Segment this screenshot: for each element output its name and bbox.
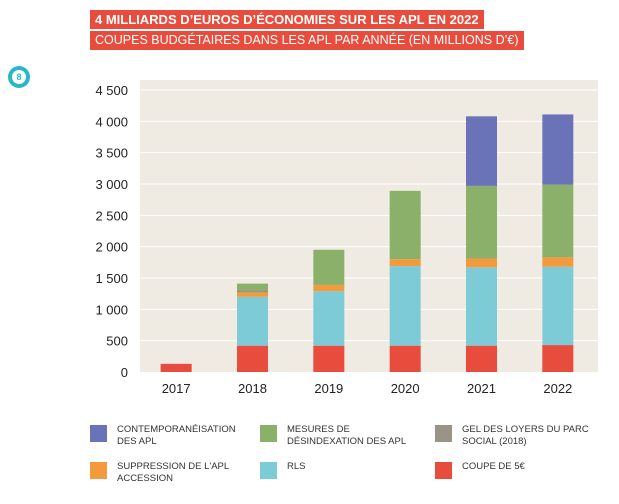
bar-segment: [389, 190, 421, 260]
legend-swatch: [90, 425, 107, 442]
figure-number: 8: [12, 70, 26, 84]
y-tick-label: 1 000: [95, 302, 128, 317]
y-tick-label: 2 000: [95, 240, 128, 255]
legend-swatch: [260, 425, 277, 442]
legend-item: SUPPRESSION DE L'APL ACCESSION: [90, 461, 257, 485]
bar-segment: [542, 114, 574, 185]
bar-segment: [466, 258, 497, 268]
bar-segment: [160, 363, 192, 372]
legend-label: COUPE DE 5€: [462, 461, 525, 472]
y-tick-label: 3 500: [95, 146, 128, 161]
bar-segment: [237, 290, 268, 293]
legend-item: GEL DES LOYERS DU PARC SOCIAL (2018): [435, 424, 602, 448]
x-tick-label: 2021: [467, 381, 496, 396]
legend-label: GEL DES LOYERS DU PARC SOCIAL (2018): [462, 424, 589, 447]
y-tick-label: 1 500: [95, 271, 128, 286]
legend-label: SUPPRESSION DE L'APL ACCESSION: [117, 461, 230, 484]
bar-segment: [542, 345, 574, 372]
legend-label: RLS: [287, 461, 306, 472]
bar-segment: [389, 266, 421, 346]
bar-segment: [466, 116, 497, 186]
bar-segment: [237, 296, 268, 346]
bar-segment: [313, 291, 345, 346]
chart-header: 4 MILLIARDS D’EUROS D’ÉCONOMIES SUR LES …: [90, 10, 524, 50]
bar-segment: [542, 184, 574, 258]
legend-item: CONTEMPORANÉISATION DES APL: [90, 424, 257, 448]
legend-item: MESURES DE DÉSINDEXATION DES APL: [260, 424, 427, 448]
y-tick-label: 4 500: [95, 83, 128, 98]
legend-swatch: [260, 462, 277, 479]
bar-segment: [389, 259, 421, 267]
bar-segment: [466, 185, 497, 259]
y-tick-label: 0: [121, 365, 128, 380]
x-tick-label: 2018: [238, 381, 267, 396]
legend-label: CONTEMPORANÉISATION DES APL: [117, 424, 236, 447]
legend-item: RLS: [260, 461, 427, 479]
bar-segment: [466, 345, 497, 372]
x-tick-label: 2017: [162, 381, 191, 396]
bar-segment: [313, 249, 345, 285]
x-tick-label: 2022: [543, 381, 572, 396]
y-tick-label: 500: [106, 334, 128, 349]
bar-segment: [313, 284, 345, 292]
legend-item: COUPE DE 5€: [435, 461, 602, 479]
bar-segment: [237, 345, 268, 372]
x-tick-label: 2019: [314, 381, 343, 396]
bar-segment: [542, 257, 574, 267]
x-tick-label: 2020: [391, 381, 420, 396]
bar-segment: [389, 345, 421, 372]
y-tick-label: 4 000: [95, 114, 128, 129]
y-tick-label: 3 000: [95, 177, 128, 192]
legend-swatch: [435, 462, 452, 479]
bar-segment: [237, 292, 268, 297]
chart-subtitle: COUPES BUDGÉTAIRES DANS LES APL PAR ANNÉ…: [90, 31, 524, 50]
legend-label: MESURES DE DÉSINDEXATION DES APL: [287, 424, 407, 447]
bar-segment: [237, 283, 268, 291]
bar-segment: [313, 345, 345, 372]
figure-number-badge: 8: [8, 66, 30, 88]
legend-swatch: [90, 462, 107, 479]
y-tick-label: 2 500: [95, 208, 128, 223]
bar-segment: [466, 267, 497, 346]
plot-background: [140, 80, 598, 372]
legend-swatch: [435, 425, 452, 442]
chart-title: 4 MILLIARDS D’EUROS D’ÉCONOMIES SUR LES …: [90, 10, 484, 29]
bar-segment: [542, 266, 574, 346]
